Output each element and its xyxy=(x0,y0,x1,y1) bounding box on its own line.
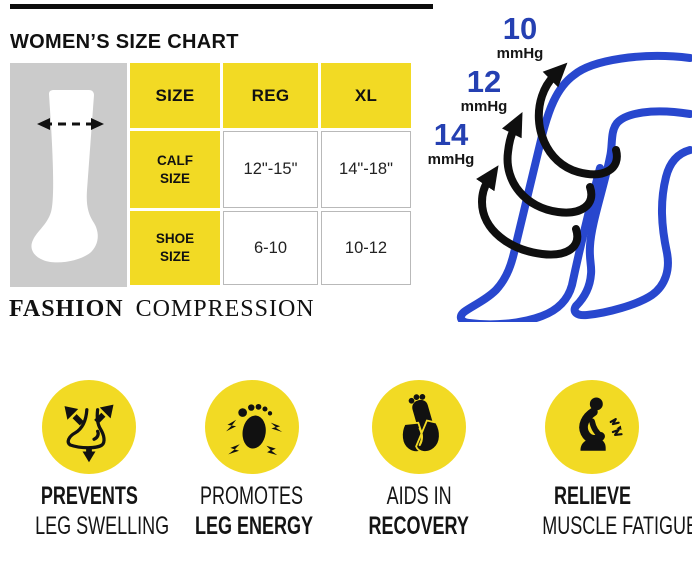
table-header-reg: REG xyxy=(223,63,318,128)
swirl-arrow-10-icon xyxy=(534,62,621,179)
table-header-xl: XL xyxy=(321,63,411,128)
table-cell-shoe-xl: 10-12 xyxy=(321,211,411,285)
benefit-promotes-leg-energy: PROMOTES LEG ENERGY xyxy=(172,380,332,539)
pressure-unit: mmHg xyxy=(460,98,508,115)
table-header-size: SIZE xyxy=(130,63,220,128)
kneeling-pain-icon xyxy=(579,397,623,451)
foot-massage-icon xyxy=(401,394,441,454)
swirl-arrow-14-icon xyxy=(476,165,582,259)
brand-compression: COMPRESSION xyxy=(135,296,315,322)
benefit-relieve-muscle-fatigue: RELIEVE MUSCLE FATIGUE xyxy=(512,380,692,540)
benefit-line1: RELIEVE xyxy=(553,482,631,510)
pressure-unit: mmHg xyxy=(427,151,475,168)
pressure-label-10: 10 mmHg xyxy=(489,13,551,61)
top-divider-line xyxy=(10,4,433,9)
table-row-label-calf: CALF SIZE xyxy=(130,131,220,208)
benefit-line1: PROMOTES xyxy=(200,482,304,510)
legs-illustration-icon xyxy=(456,52,692,322)
sock-illustration-icon xyxy=(31,90,104,263)
pressure-value: 12 xyxy=(466,64,502,99)
brand-fashion: FASHION xyxy=(9,296,124,322)
size-chart-table: SIZE REG XL CALF SIZE 12"-15" 14"-18" SH… xyxy=(130,63,411,285)
benefit-line2: RECOVERY xyxy=(368,512,470,540)
benefit-line1: AIDS IN xyxy=(386,482,452,510)
benefit-prevents-leg-swelling: PREVENTS LEG SWELLING xyxy=(9,380,169,539)
foot-swelling-arrows-icon xyxy=(64,404,114,463)
benefit-aids-in-recovery: AIDS IN RECOVERY xyxy=(339,380,499,539)
table-cell-calf-xl: 14"-18" xyxy=(321,131,411,208)
calf-width-arrow-icon xyxy=(37,118,104,130)
back-leg-outline xyxy=(570,107,692,320)
benefit-line2: LEG SWELLING xyxy=(35,512,170,540)
footprint-energy-icon xyxy=(226,403,283,456)
page-title: WOMEN’S SIZE CHART xyxy=(10,31,239,53)
front-leg-outline xyxy=(456,52,692,322)
swirl-arrow-12-icon xyxy=(501,112,596,217)
table-cell-calf-reg: 12"-15" xyxy=(223,131,318,208)
table-row-label-shoe: SHOE SIZE xyxy=(130,211,220,285)
pressure-value: 10 xyxy=(502,11,538,46)
sock-measure-panel xyxy=(10,63,127,287)
benefit-line1: PREVENTS xyxy=(40,482,138,510)
compression-legs-diagram xyxy=(420,6,692,322)
pressure-label-12: 12 mmHg xyxy=(453,66,515,114)
pressure-label-14: 14 mmHg xyxy=(418,119,484,167)
table-cell-shoe-reg: 6-10 xyxy=(223,211,318,285)
brand-wordmark: FASHION COMPRESSION xyxy=(9,296,315,323)
benefit-line2: LEG ENERGY xyxy=(194,512,313,540)
pressure-unit: mmHg xyxy=(496,45,544,62)
pressure-value: 14 xyxy=(433,117,469,152)
benefit-line2: MUSCLE FATIGUE xyxy=(542,512,692,540)
